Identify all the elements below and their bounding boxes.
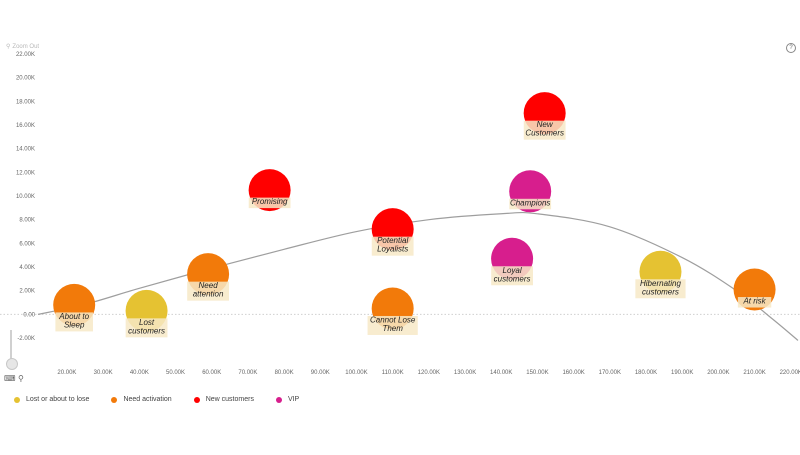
legend-label-new-customers: New customers (205, 396, 254, 403)
x-tick-label: 100.00K (345, 370, 367, 376)
bubble-label-bg (55, 312, 93, 332)
zoom-tools: ⌨ ⚲ (4, 330, 24, 390)
x-tick-label: 90.00K (311, 370, 330, 376)
bubble-label: Promising (252, 197, 288, 206)
y-tick-label: 0.00 (23, 312, 35, 318)
x-tick-label: 170.00K (599, 370, 621, 376)
bubble-label: Customers (525, 129, 564, 138)
bubble-label-bg (248, 197, 291, 209)
bubble-label: Hibernating (640, 279, 681, 288)
x-tick-label: 220.00K (780, 370, 800, 376)
magnifier-icon: ⚲ (6, 44, 11, 50)
legend-dot-new-customers (193, 396, 200, 403)
x-tick-label: 140.00K (490, 370, 512, 376)
legend-label-lost: Lost or about to lose (26, 396, 90, 403)
x-tick-label: 110.00K (382, 370, 404, 376)
legend-item-vip[interactable]: VIP (275, 396, 300, 403)
x-tick-label: 70.00K (238, 370, 257, 376)
bubble-label-bg (737, 297, 772, 308)
bubble-label: Need (199, 281, 219, 290)
x-tick-label: 160.00K (562, 370, 584, 376)
y-tick-label: 6.00K (19, 241, 35, 247)
legend-item-lost[interactable]: Lost or about to lose (14, 396, 89, 403)
zoom-out-button[interactable]: ⚲ Zoom Out (6, 43, 40, 51)
y-tick-label: 12.00K (16, 170, 35, 176)
x-tick-label: 150.00K (526, 370, 548, 376)
x-tick-label: 180.00K (635, 370, 657, 376)
bubble-label: customers (128, 326, 165, 335)
x-tick-label: 50.00K (166, 370, 185, 376)
bubble-label: Them (382, 324, 403, 333)
y-tick-label: 8.00K (19, 218, 35, 224)
y-tick-label: 18.00K (16, 99, 35, 105)
bubble-label: customers (642, 287, 679, 296)
bubble-label: New (537, 120, 554, 129)
x-tick-label: 130.00K (454, 370, 476, 376)
legend-dot-need-activation (111, 396, 118, 403)
bubble-label-bg (187, 281, 229, 301)
bubble-label-bg (523, 120, 566, 140)
bubble-label: Champions (510, 198, 550, 207)
legend-dot-lost (14, 396, 20, 403)
legend-dot-vip (275, 396, 282, 403)
x-tick-label: 60.00K (202, 370, 221, 376)
x-tick-label: 30.00K (94, 370, 113, 376)
zoom-slider-track[interactable] (10, 330, 12, 364)
legend-label-vip: VIP (287, 396, 300, 403)
bubble-label: customers (494, 274, 531, 283)
bubble-label-bg (509, 198, 552, 210)
legend: Lost or about to lose Need activation Ne… (14, 396, 299, 403)
bubble-label-bg (491, 266, 533, 286)
zoom-slider-knob[interactable] (6, 358, 18, 370)
bubble-label-bg (371, 236, 414, 256)
y-tick-label: 10.00K (16, 194, 35, 200)
bubble-label: Lost (139, 318, 155, 327)
y-tick-label: 22.00K (16, 52, 35, 58)
trend-line (37, 211, 799, 341)
keyboard-icon[interactable]: ⌨ (4, 374, 16, 383)
bubble-label: Sleep (64, 320, 85, 329)
legend-item-need-activation[interactable]: Need activation (111, 396, 172, 403)
bubble-label: attention (193, 290, 224, 299)
x-tick-label: 200.00K (707, 370, 729, 376)
legend-label-need-activation: Need activation (123, 396, 172, 403)
bubble-label-bg (367, 315, 418, 335)
y-tick-label: 16.00K (16, 123, 35, 129)
y-tick-label: 14.00K (16, 147, 35, 153)
pin-icon[interactable]: ⚲ (18, 374, 24, 383)
bubble-label: At risk (742, 297, 766, 306)
bubble-label: Loyalists (377, 245, 408, 254)
legend-item-new-customers[interactable]: New customers (193, 396, 254, 403)
y-tick-label: 2.00K (19, 289, 35, 295)
bubble-label-bg (635, 279, 686, 299)
y-tick-label: 20.00K (16, 76, 35, 82)
y-tick-label: -2.00K (17, 336, 35, 342)
y-tick-label: 4.00K (19, 265, 35, 271)
bubble-label-bg (125, 318, 168, 338)
help-icon[interactable]: ? (786, 43, 796, 53)
x-tick-label: 190.00K (671, 370, 693, 376)
x-tick-label: 80.00K (275, 370, 294, 376)
x-tick-label: 20.00K (57, 370, 76, 376)
bubble-label: Loyal (503, 266, 522, 275)
zoom-out-label: Zoom Out (12, 43, 40, 50)
bubble-label: Cannot Lose (370, 315, 416, 324)
bubble-label: About to (58, 312, 89, 321)
bubble-label: Potential (377, 236, 408, 245)
x-tick-label: 120.00K (418, 370, 440, 376)
x-tick-label: 210.00K (743, 370, 765, 376)
x-tick-label: 40.00K (130, 370, 149, 376)
